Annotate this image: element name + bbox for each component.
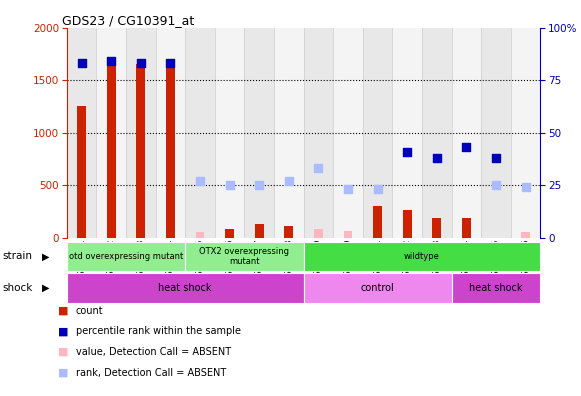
Text: ■: ■ [58,326,69,337]
Bar [333,28,363,238]
Text: GDS23 / CG10391_at: GDS23 / CG10391_at [62,13,194,27]
Text: ■: ■ [58,306,69,316]
Bar [403,210,411,238]
Bar [451,273,540,303]
Point [195,178,205,184]
Point [462,144,471,150]
Bar [462,218,471,238]
Text: rank, Detection Call = ABSENT: rank, Detection Call = ABSENT [76,367,226,378]
Bar [67,242,185,271]
Bar [126,28,156,238]
Text: ■: ■ [58,347,69,357]
Text: ▶: ▶ [42,251,49,261]
Bar [67,273,303,303]
Bar [245,28,274,238]
Bar [303,242,540,271]
Point [492,155,501,161]
Bar [166,61,175,238]
Bar [363,28,392,238]
Point [343,186,353,192]
Text: percentile rank within the sample: percentile rank within the sample [76,326,241,337]
Text: shock: shock [3,283,33,293]
Bar [303,273,451,303]
Bar [107,61,116,238]
Text: wildtype: wildtype [404,252,440,261]
Point [106,58,116,65]
Point [166,60,175,67]
Bar [392,28,422,238]
Text: heat shock: heat shock [159,283,212,293]
Point [521,184,530,190]
Bar [451,28,481,238]
Bar [67,28,96,238]
Bar [303,28,333,238]
Point [136,60,145,67]
Bar [77,107,86,238]
Text: ■: ■ [58,367,69,378]
Point [492,182,501,188]
Bar [185,242,304,271]
Text: otd overexpressing mutant: otd overexpressing mutant [69,252,183,261]
Point [77,60,86,67]
Bar [215,28,245,238]
Point [254,182,264,188]
Point [373,186,382,192]
Point [432,155,442,161]
Point [314,165,323,171]
Text: strain: strain [3,251,33,261]
Bar [96,28,126,238]
Bar [185,28,215,238]
Bar [254,224,264,238]
Bar [422,28,451,238]
Bar [481,28,511,238]
Bar [314,229,323,238]
Bar [284,226,293,238]
Bar [137,65,145,238]
Point [403,148,412,155]
Bar [432,218,441,238]
Bar [225,229,234,238]
Bar [343,231,353,238]
Text: ▶: ▶ [42,283,49,293]
Bar [274,28,304,238]
Text: OTX2 overexpressing
mutant: OTX2 overexpressing mutant [199,247,289,266]
Bar [373,206,382,238]
Bar [156,28,185,238]
Bar [521,232,530,238]
Text: value, Detection Call = ABSENT: value, Detection Call = ABSENT [76,347,231,357]
Text: control: control [361,283,394,293]
Bar [511,28,540,238]
Text: heat shock: heat shock [469,283,523,293]
Text: count: count [76,306,103,316]
Point [225,182,234,188]
Point [284,178,293,184]
Bar [196,232,205,238]
